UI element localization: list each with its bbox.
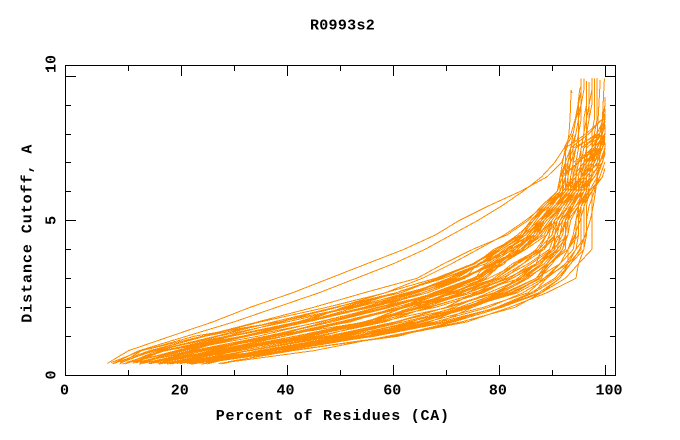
svg-text:0: 0 bbox=[60, 383, 69, 400]
svg-text:100: 100 bbox=[595, 383, 622, 400]
svg-text:20: 20 bbox=[171, 383, 189, 400]
svg-text:0: 0 bbox=[44, 370, 61, 379]
svg-text:10: 10 bbox=[44, 55, 61, 73]
svg-text:80: 80 bbox=[489, 383, 507, 400]
svg-text:5: 5 bbox=[44, 216, 61, 225]
svg-text:Distance Cutoff, A: Distance Cutoff, A bbox=[20, 144, 37, 323]
svg-text:40: 40 bbox=[276, 383, 294, 400]
svg-text:60: 60 bbox=[383, 383, 401, 400]
svg-text:Percent of Residues (CA): Percent of Residues (CA) bbox=[216, 408, 450, 425]
svg-text:R0993s2: R0993s2 bbox=[310, 18, 375, 35]
